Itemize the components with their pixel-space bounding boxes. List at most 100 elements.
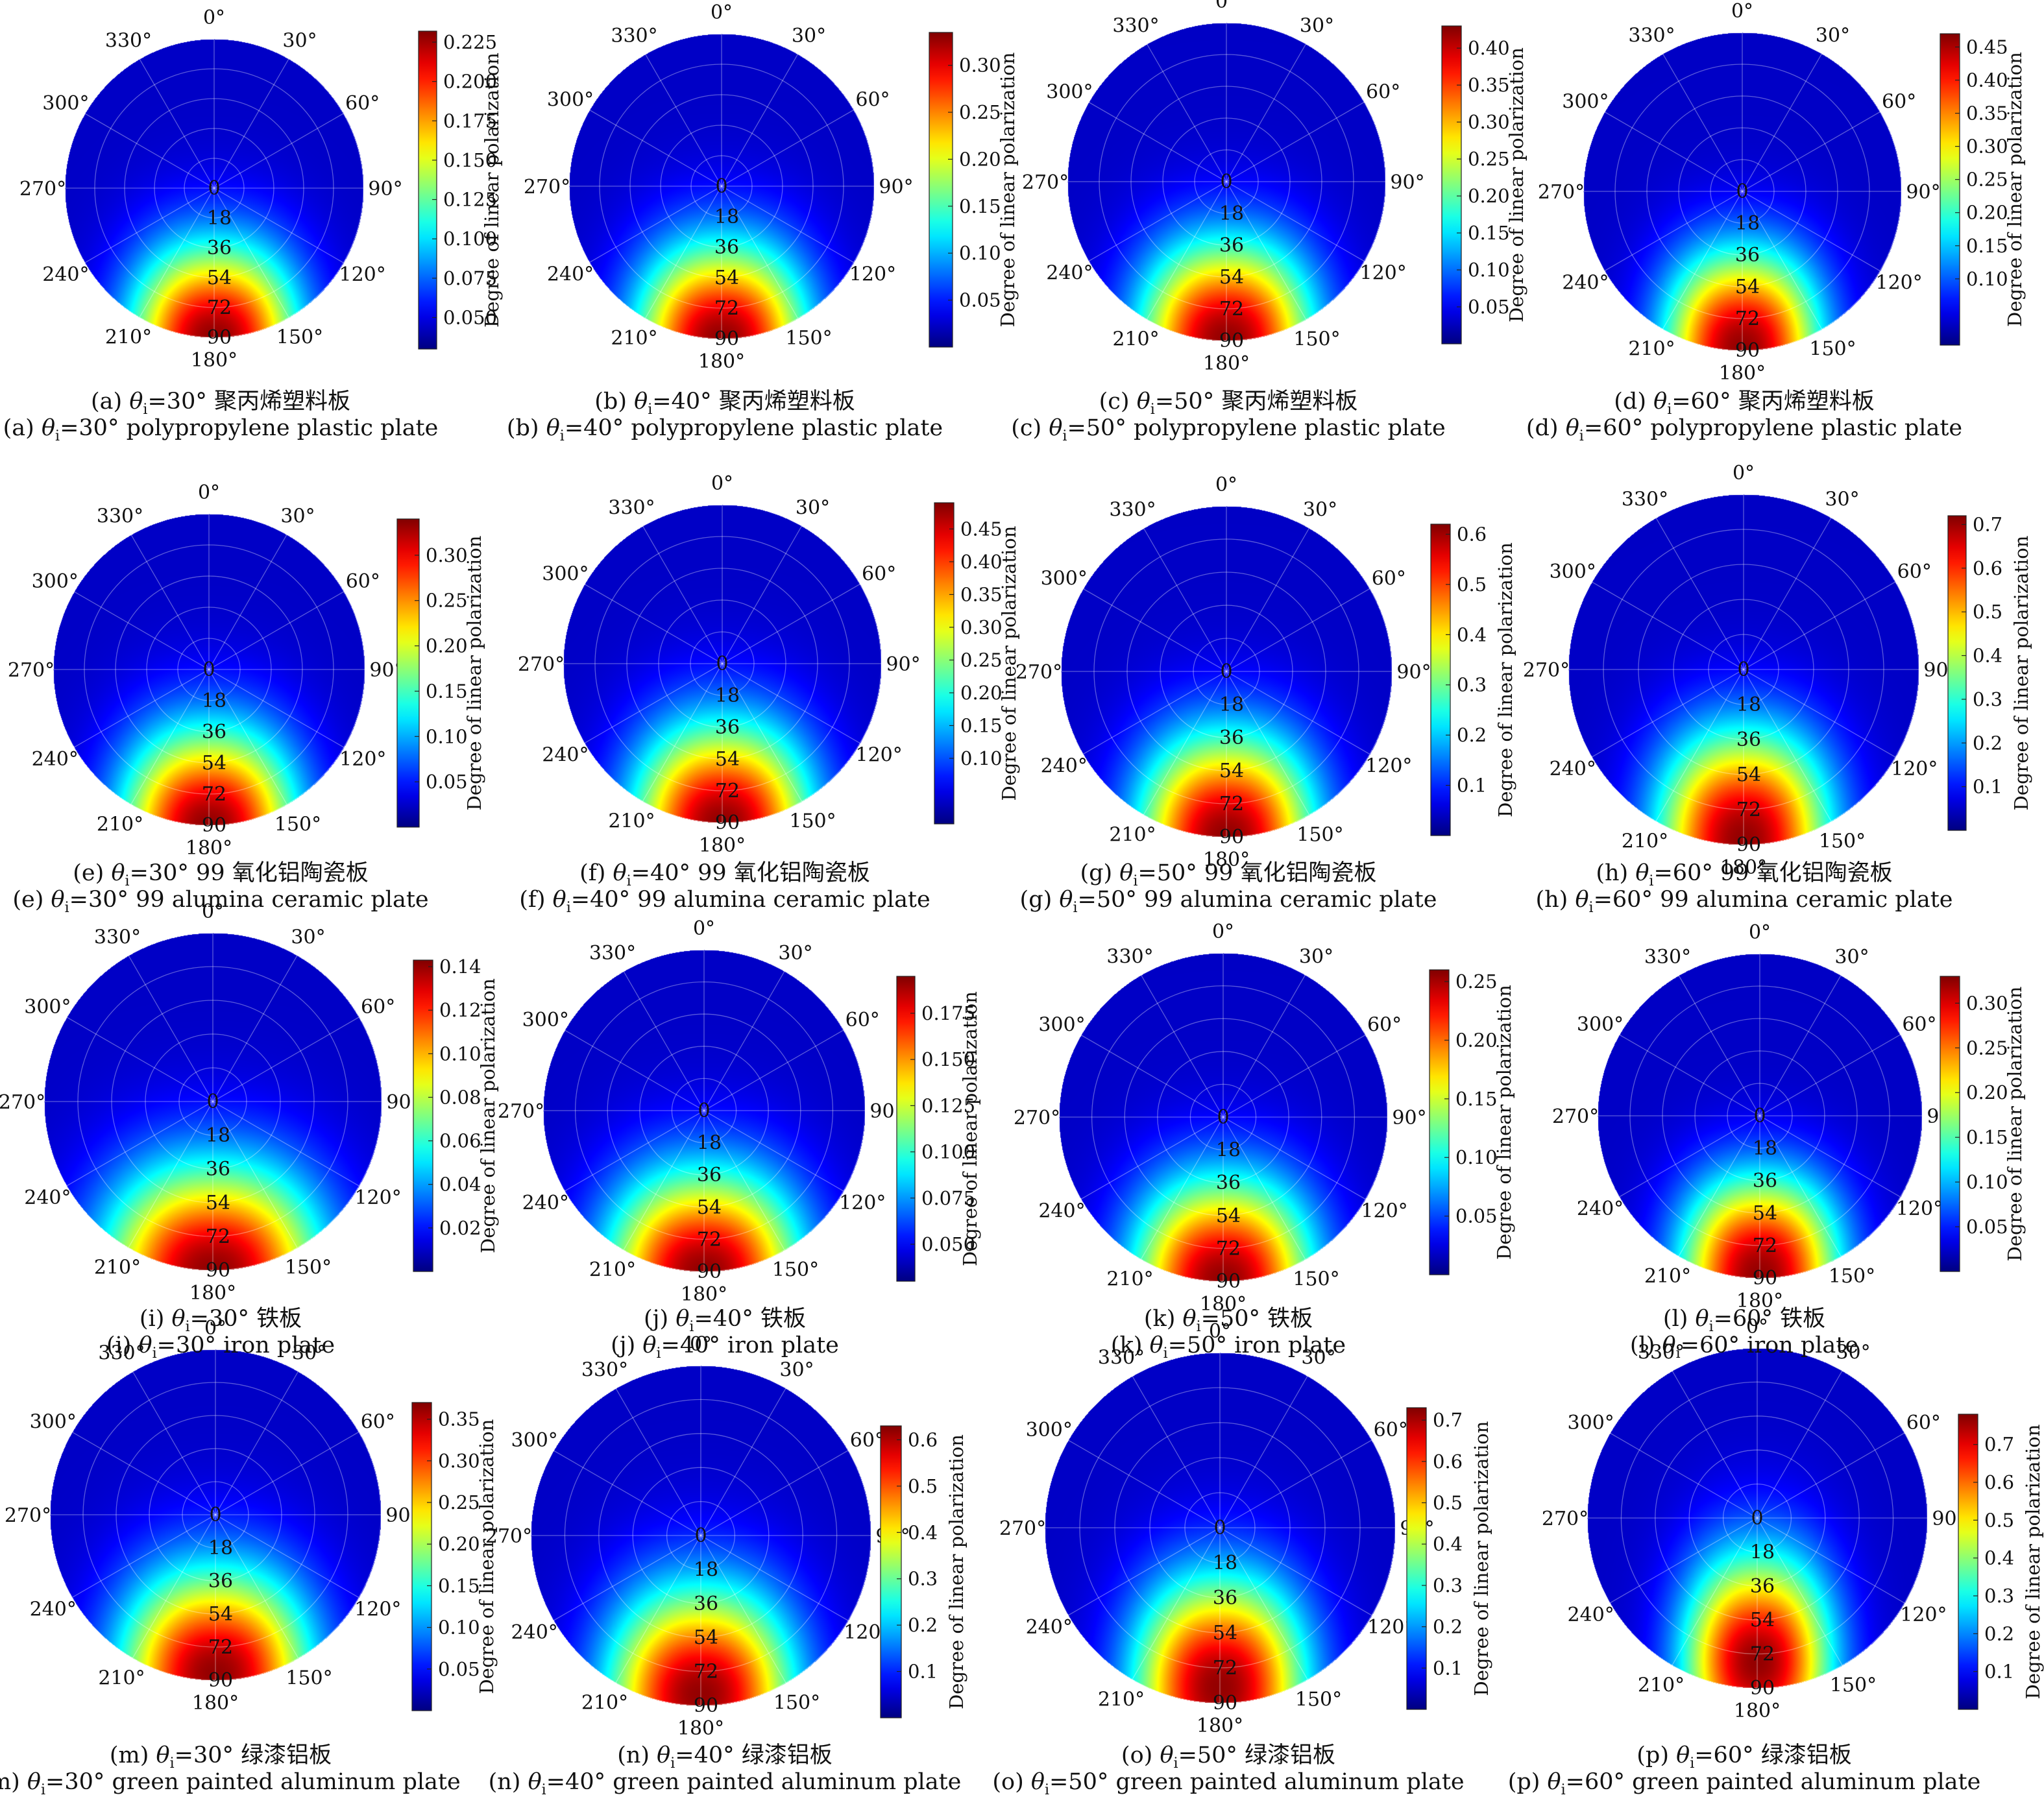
azimuth-tick-label: 210° <box>1112 328 1159 351</box>
azimuth-tick-label: 210° <box>94 1257 141 1279</box>
colorbar <box>934 502 955 825</box>
azimuth-tick-label: 330° <box>589 942 636 965</box>
colorbar-tick-label: 0.5 <box>1457 573 1487 596</box>
azimuth-tick-label: 90° <box>368 178 402 200</box>
azimuth-tick-label: 120° <box>839 1192 886 1214</box>
azimuth-tick-label: 180° <box>681 1283 727 1306</box>
azimuth-tick-label: 120° <box>354 1187 401 1209</box>
polar-grid-circle <box>115 575 303 764</box>
dolp-heatmap <box>1067 23 1385 341</box>
colorbar-tick-label: 0.7 <box>1433 1409 1463 1431</box>
colorbar-tick-label: 0.10 <box>439 1042 481 1065</box>
azimuth-tick-label: 0° <box>1212 921 1234 943</box>
polar-grid-circle <box>184 158 245 219</box>
polar-grid-spoke <box>1743 669 1832 822</box>
polar-grid-circle <box>1149 1457 1291 1598</box>
colorbar <box>413 959 433 1272</box>
polar-grid-circle <box>1044 1352 1396 1704</box>
radial-tick-label: 72 <box>715 780 740 802</box>
azimuth-tick-label: 90° <box>1396 661 1431 684</box>
polar-grid-circle <box>1629 985 1890 1246</box>
polar-grid-circle <box>1193 638 1260 705</box>
polar-grid-circle <box>111 1000 315 1203</box>
radial-tick-label: 36 <box>694 1593 718 1615</box>
colorbar <box>896 976 916 1282</box>
radial-tick-label: 18 <box>1753 1137 1777 1160</box>
radial-tick-label: 36 <box>1216 1172 1241 1194</box>
dolp-heatmap <box>1059 953 1387 1281</box>
polar-grid-spoke <box>1067 1527 1221 1616</box>
azimuth-tick-label: 180° <box>1734 1700 1781 1722</box>
azimuth-tick-label: 150° <box>1819 830 1866 852</box>
polar-grid-circle <box>178 1067 247 1136</box>
colorbar-label: Degree of linear polarization <box>2022 1425 2044 1700</box>
colorbar-tick-label: 0.225 <box>443 31 497 53</box>
polar-grid-circle <box>1710 159 1775 224</box>
radial-tick-label: 36 <box>207 237 232 259</box>
colorbar-tick-label: 0.175 <box>921 1002 975 1024</box>
colorbar-tick-label: 0.20 <box>960 682 1003 704</box>
polar-grid-spoke <box>1219 1527 1372 1616</box>
azimuth-tick-label: 330° <box>105 29 152 52</box>
colorbar-tick-label: 0.5 <box>1984 1509 2014 1531</box>
radial-tick-label: 0 <box>1220 171 1232 193</box>
radial-tick-label: 90 <box>207 326 232 349</box>
colorbar-tick-label: 0.200 <box>443 71 497 93</box>
colorbar <box>1958 1414 1978 1710</box>
azimuth-tick-label: 120° <box>354 1598 401 1621</box>
colorbar-tick-label: 0.6 <box>1457 523 1487 545</box>
azimuth-tick-label: 150° <box>286 1667 332 1689</box>
polar-grid-circle <box>666 1500 736 1571</box>
polar-grid-circle <box>124 98 304 278</box>
radial-tick-label: 54 <box>714 267 739 289</box>
colorbar <box>1441 25 1462 344</box>
radial-tick-label: 0 <box>716 653 728 675</box>
polar-panel-j: 018365472900°30°60°90°120°150°180°210°24… <box>498 917 981 1306</box>
azimuth-tick-label: 60° <box>345 92 380 115</box>
azimuth-tick-label: 0° <box>693 917 715 940</box>
polar-grid-spoke <box>703 1110 844 1192</box>
colorbar-tick-label: 0.6 <box>1984 1471 2014 1493</box>
colorbar-label: Degree of linear polarization <box>463 536 485 811</box>
radial-tick-label: 90 <box>714 328 739 350</box>
colorbar-tick-label: 0.05 <box>959 289 1001 311</box>
polar-grid-spoke <box>703 1030 844 1111</box>
colorbar-tick-label: 0.075 <box>443 267 497 289</box>
radial-tick-label: 18 <box>715 684 740 707</box>
radial-tick-label: 36 <box>1753 1170 1777 1192</box>
polar-grid-circle <box>1189 1083 1257 1151</box>
colorbar-tick-label: 0.30 <box>1468 111 1510 133</box>
polar-grid-spoke <box>584 583 723 664</box>
radial-tick-label: 90 <box>1219 330 1244 352</box>
polar-grid-circle <box>1058 952 1388 1282</box>
polar-grid-spoke <box>139 187 215 318</box>
polar-grid-circle <box>182 1481 249 1548</box>
polar-grid-circle <box>574 981 834 1240</box>
polar-grid-circle <box>599 64 844 309</box>
azimuth-tick-label: 120° <box>1900 1604 1947 1626</box>
polar-grid-circle <box>1162 117 1291 246</box>
polar-grid-spoke <box>1226 588 1370 672</box>
radial-tick-label: 72 <box>1736 799 1761 821</box>
polar-panel-a: 0 18 36 54 72 90 0° 30° 60° 90° 120° 150° 180° 210° 24… <box>19 6 503 372</box>
polar-grid-spoke <box>722 525 803 664</box>
colorbar-label: Degree of linear polarization <box>1494 542 1516 817</box>
radial-tick-label: 54 <box>1219 760 1244 782</box>
polar-grid-circle <box>1662 1018 1858 1214</box>
radial-tick-label: 36 <box>1750 1575 1775 1598</box>
polar-grid-spoke <box>73 669 210 748</box>
caption-cn-p: (p) θi=60° 绿漆铝板 <box>1636 1742 1852 1772</box>
polar-grid-spoke <box>1742 53 1823 192</box>
polar-panel-k: 0 18 36 54 72 90 0° 30° 60° 90° 120° 150° 180° 210° 24… <box>1014 921 1515 1316</box>
colorbar-tick-label: 0.15 <box>1966 1126 2008 1148</box>
radial-tick-label: 72 <box>714 297 739 320</box>
polar-grid-circle <box>607 1013 801 1208</box>
azimuth-tick-label: 210° <box>98 1667 145 1689</box>
polar-grid-spoke <box>623 970 705 1111</box>
azimuth-tick-label: 30° <box>1301 1347 1335 1369</box>
azimuth-tick-label: 0° <box>1733 462 1755 485</box>
colorbar-tick-label: 0.20 <box>1966 202 2008 224</box>
colorbar-tick-label: 0.35 <box>438 1408 480 1430</box>
colorbar-label: Degree of linear polarization <box>945 1434 967 1709</box>
polar-grid-spoke <box>1080 1116 1224 1200</box>
